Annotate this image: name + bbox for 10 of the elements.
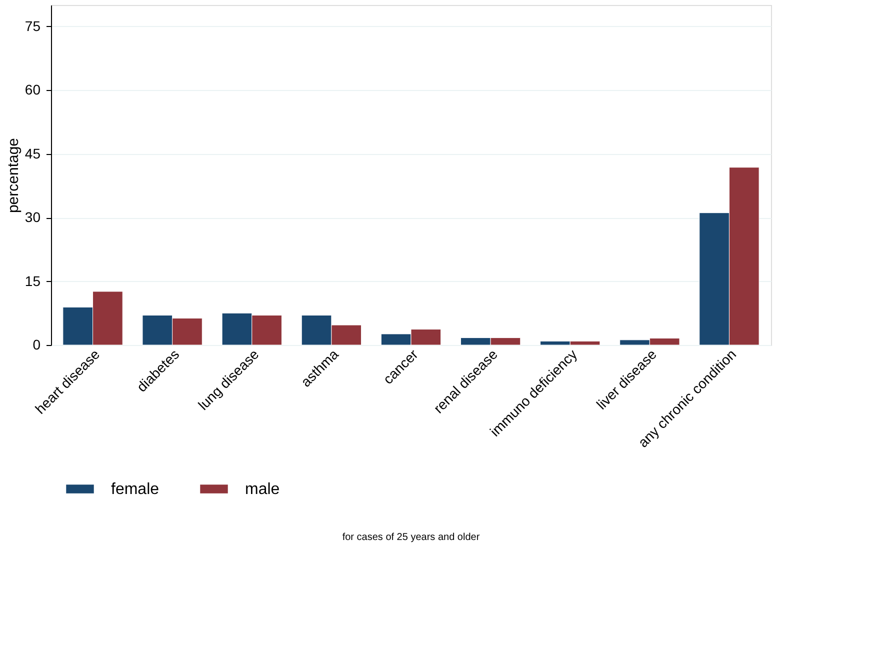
y-axis-title: percentage — [4, 138, 22, 214]
y-tick-label: 30 — [24, 209, 41, 225]
legend-label: male — [245, 481, 280, 498]
text: for cases of 25 years and older — [342, 532, 480, 543]
y-tick-label: 15 — [24, 272, 41, 289]
legend-label: female — [111, 481, 160, 498]
y-tick-label: 0 — [32, 336, 41, 352]
y-tick-label: 75 — [24, 18, 41, 34]
y-tick-label: 45 — [24, 145, 41, 162]
y-tick-label: 60 — [24, 82, 41, 98]
